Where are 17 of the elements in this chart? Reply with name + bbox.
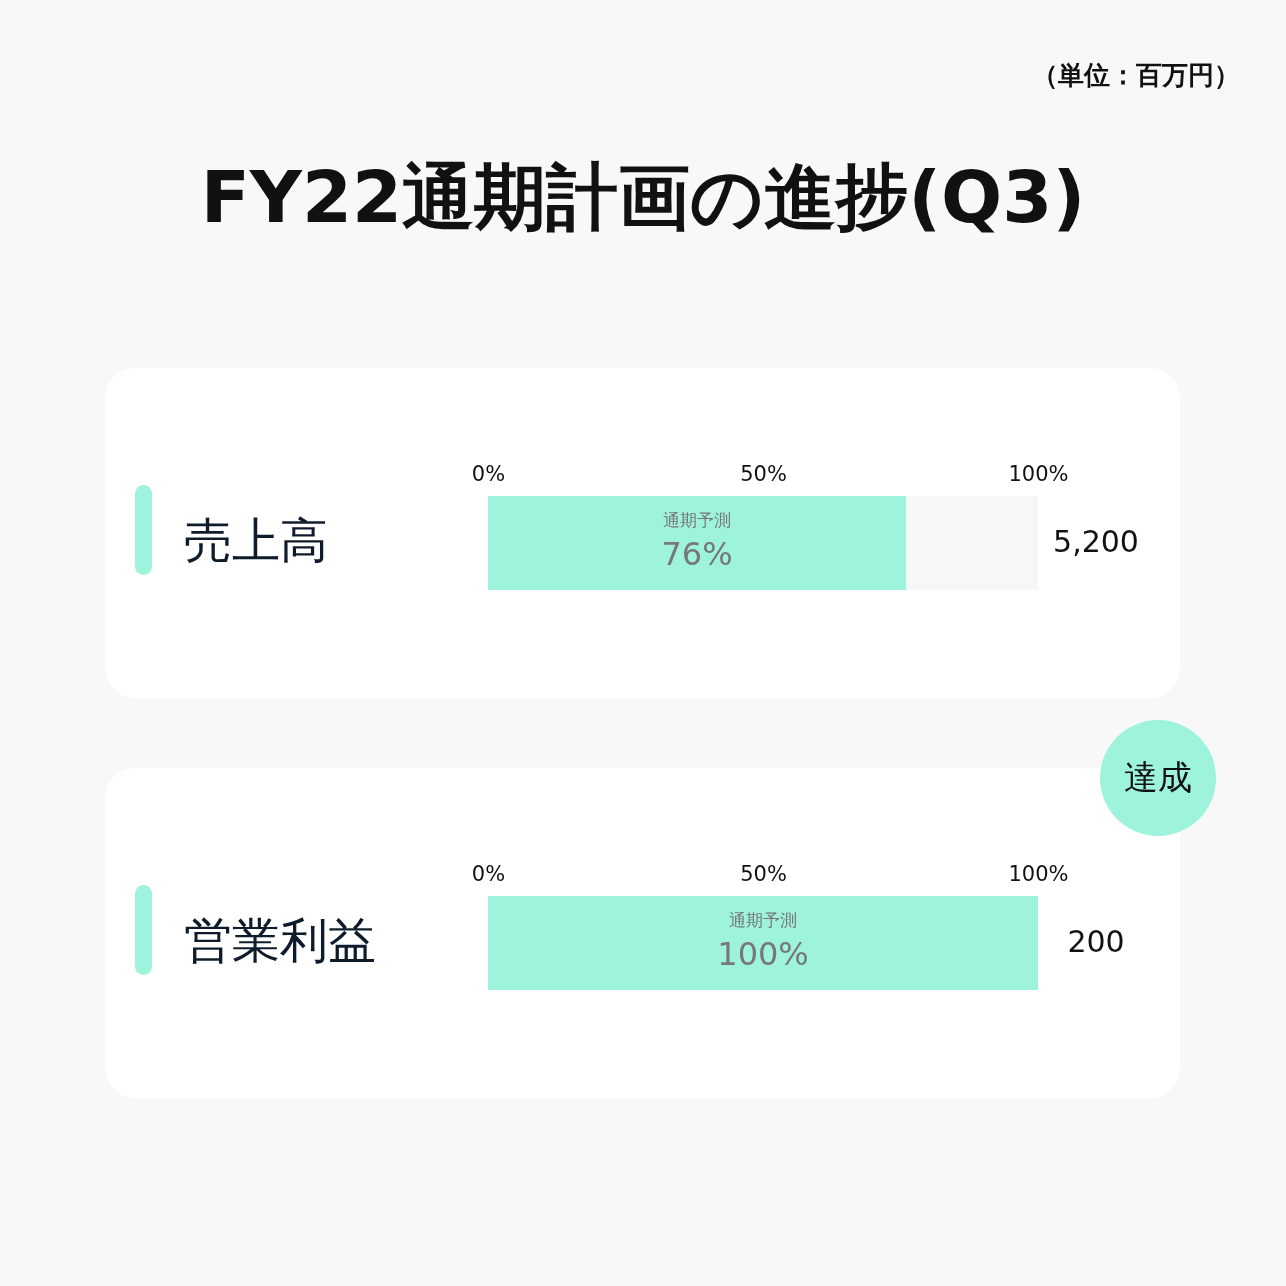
x-tick-label: 100% [1008,861,1069,886]
text: 達成 [1100,720,1216,836]
text: 200 [1067,924,1125,959]
text: （単位：百万円） [1032,59,1240,92]
x-tick-label: 0% [471,461,506,486]
y-tick-label: 売上高 [183,512,328,568]
x-tick-label: 50% [740,461,787,486]
x-tick-label: 100% [1008,461,1069,486]
y-tick-label: 営業利益 [183,912,376,968]
x-tick-label: 50% [740,861,787,886]
x-tick-label: 0% [471,861,506,886]
annotation: 通期予測 [663,510,731,530]
data-label: 100% [717,935,809,973]
chart-title: FY22通期計画の進捗(Q3) [199,154,1087,241]
data-label: 76% [661,535,733,573]
text: 5,200 [1053,524,1139,559]
annotation: 通期予測 [729,910,797,930]
